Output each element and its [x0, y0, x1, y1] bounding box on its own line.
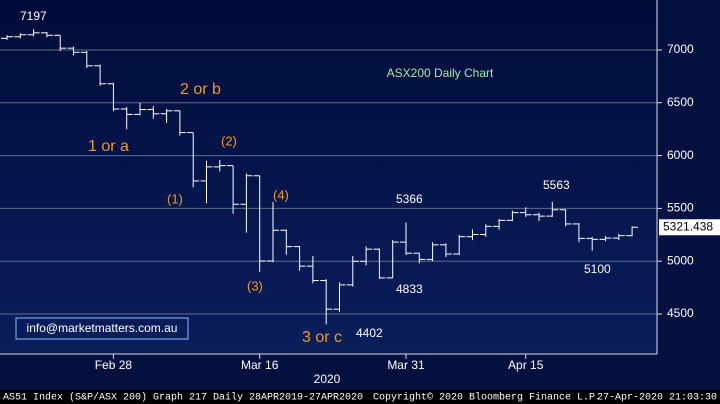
annotation: (4) [273, 187, 289, 202]
y-tick-label: 6500 [667, 95, 694, 109]
annotation: (3) [247, 278, 263, 293]
y-tick-label: 4500 [667, 306, 694, 320]
source-box [15, 317, 189, 340]
annotation: (1) [167, 191, 183, 206]
y-tick-label: 7000 [667, 42, 694, 56]
annotation: 1 or a [88, 138, 129, 155]
source: info@marketmatters.com.au [27, 321, 178, 335]
x-tick-label: Feb 28 [95, 358, 133, 372]
y-tick-label: 5000 [667, 253, 694, 267]
last-price-box [659, 219, 720, 236]
y-tick-label: 6000 [667, 148, 694, 162]
annotation: 7197 [20, 9, 47, 23]
footer-left: AS51 Index (S&P/ASX 200) Graph 217 Daily… [3, 392, 363, 404]
y-tick-label: 5500 [667, 201, 694, 215]
annotation: 4833 [396, 282, 423, 296]
x-tick-label: Apr 15 [508, 358, 544, 372]
x-axis-label: 2020 [314, 372, 341, 386]
annotation: 3 or c [302, 329, 342, 346]
annotation: 5563 [543, 178, 570, 192]
last-price: 5321.438 [663, 219, 713, 233]
annotation: 5100 [584, 262, 611, 276]
annotation: 5366 [396, 192, 423, 206]
annotation: (2) [221, 133, 237, 148]
annotation: 4402 [356, 326, 383, 340]
x-tick-label: Mar 31 [387, 358, 425, 372]
plot-area [0, 0, 657, 354]
footer-right: 27-Apr-2020 21:03:30 [597, 393, 717, 404]
footer-center: Copyright© 2020 Bloomberg Finance L.P. [373, 392, 601, 404]
annotation: 2 or b [180, 81, 221, 98]
chart-title: ASX200 Daily Chart [387, 66, 494, 80]
footer-bar [0, 390, 720, 404]
x-tick-label: Mar 16 [241, 358, 279, 372]
